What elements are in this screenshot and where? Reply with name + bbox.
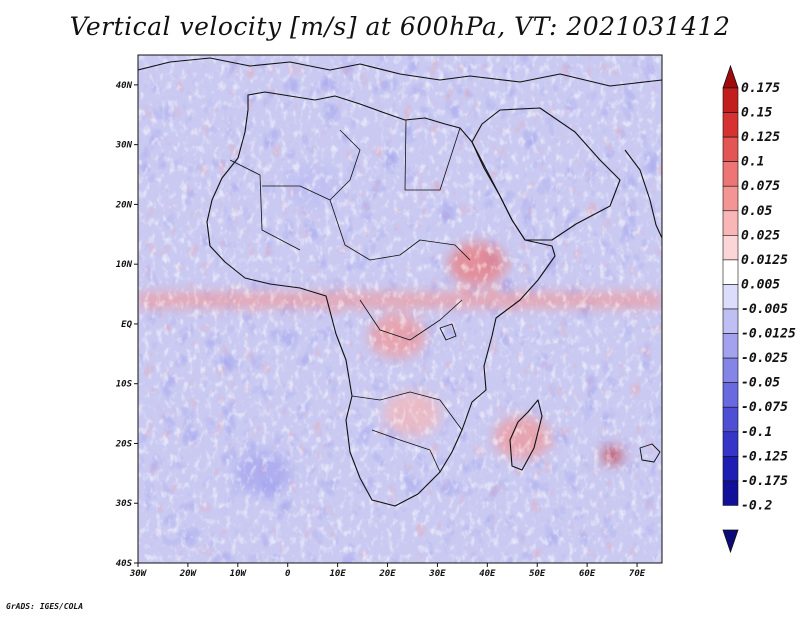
y-axis: 40N 30N 20N 10N EQ 10S 20S 30S 40S	[115, 81, 138, 569]
plot-frame	[137, 54, 663, 564]
cyclone-outline	[639, 443, 661, 463]
colorbar-label: -0.075	[741, 400, 788, 415]
y-tick-label: 20S	[115, 439, 133, 449]
lake-victoria	[439, 323, 457, 341]
y-tick-label: 30N	[115, 141, 133, 151]
colorbar-box	[722, 431, 739, 457]
colorbar-label: 0.1	[741, 155, 764, 170]
y-tick-label: 40N	[116, 81, 133, 91]
x-tick-label: 0	[285, 569, 291, 579]
y-tick-label: 10S	[116, 380, 133, 390]
x-tick-label: 30E	[428, 569, 446, 579]
colorbar-box	[722, 235, 739, 261]
y-tick-label: 20N	[115, 200, 133, 210]
map-field	[138, 55, 662, 563]
borders-4	[351, 391, 463, 431]
colorbar-label: -0.005	[741, 302, 788, 317]
colorbar-label: 0.175	[741, 81, 780, 96]
borders-1	[262, 129, 361, 201]
colorbar: 0.175 0.15 0.125 0.1 0.075 0.05 0.025 0.0125 0.0…	[722, 64, 796, 554]
colorbar-box	[722, 87, 739, 113]
colorbar-label: -0.05	[741, 376, 780, 391]
borders-5	[371, 429, 441, 473]
coastlines	[138, 57, 662, 507]
colorbar-label: -0.125	[741, 449, 788, 464]
y-tick-label: EQ	[121, 320, 132, 330]
madagascar-coastline	[509, 399, 543, 471]
borders-2	[329, 199, 471, 261]
x-tick-label: 10W	[230, 569, 248, 579]
x-axis: 30W 20W 10W 0 10E 20E 30E 40E 50E 60E 70E	[129, 563, 646, 579]
colorbar-box	[722, 210, 739, 236]
colorbar-label: -0.1	[741, 425, 772, 440]
x-tick-label: 70E	[629, 569, 646, 579]
colorbar-box	[722, 456, 739, 482]
colorbar-box	[722, 259, 739, 285]
chart-title: Vertical velocity [m/s] at 600hPa, VT: 2…	[69, 12, 731, 41]
colorbar-label: -0.175	[741, 474, 788, 489]
colorbar-box	[722, 406, 739, 433]
x-tick-label: 20W	[179, 569, 198, 579]
colorbar-label: -0.025	[741, 351, 788, 366]
x-tick-label: 10E	[329, 569, 346, 579]
borders-3	[359, 299, 463, 341]
colorbar-label: 0.005	[741, 277, 780, 292]
borders-7	[229, 159, 301, 251]
grads-credit: GrADS: IGES/COLA	[6, 602, 84, 611]
india-coastline	[624, 149, 662, 239]
colorbar-label: 0.15	[741, 106, 772, 121]
europe-coastline	[138, 57, 662, 87]
colorbar-label: 0.05	[741, 204, 772, 219]
colorbar-label: 0.025	[741, 228, 780, 243]
y-tick-label: 40S	[116, 559, 133, 569]
colorbar-box	[722, 480, 739, 506]
colorbar-box	[722, 357, 739, 383]
colorbar-label: -0.2	[741, 498, 772, 513]
africa-coastline	[206, 91, 556, 507]
y-tick-label: 10N	[116, 260, 133, 270]
x-tick-label: 20E	[378, 569, 396, 579]
colorbar-label: 0.125	[741, 130, 780, 145]
colorbar-box	[722, 308, 739, 334]
colorbar-label: -0.0125	[741, 327, 796, 342]
y-tick-label: 30S	[115, 499, 133, 509]
colorbar-label: 0.075	[741, 179, 780, 194]
borders-6	[404, 119, 461, 191]
x-tick-label: 40E	[479, 569, 496, 579]
colorbar-box	[722, 333, 739, 359]
x-tick-label: 60E	[579, 569, 596, 579]
arabia-coastline	[471, 107, 621, 241]
colorbar-box	[722, 382, 739, 408]
x-tick-label: 30W	[129, 569, 148, 579]
colorbar-top-arrow	[722, 64, 739, 89]
x-tick-label: 50E	[529, 569, 546, 579]
colorbar-box	[722, 185, 739, 212]
colorbar-box	[722, 112, 739, 138]
field-speckle	[138, 55, 662, 563]
colorbar-box	[722, 136, 739, 162]
colorbar-box	[722, 161, 739, 187]
colorbar-box	[722, 284, 739, 310]
colorbar-label: 0.0125	[741, 253, 788, 268]
colorbar-bottom-arrow	[722, 529, 739, 554]
